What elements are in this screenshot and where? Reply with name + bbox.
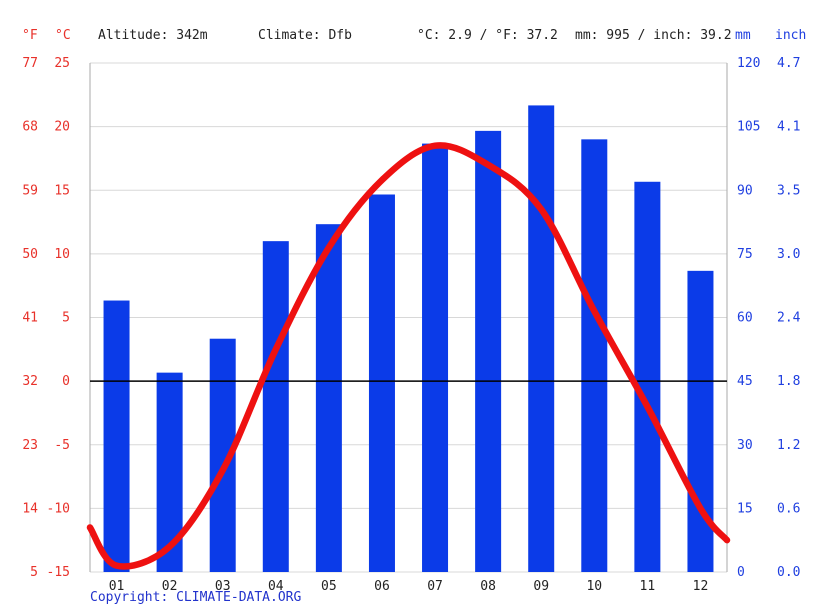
copyright-link[interactable]: CLIMATE-DATA.ORG xyxy=(176,590,302,605)
mm-tick-label: 0 xyxy=(737,565,745,580)
celsius-tick-label: 25 xyxy=(54,56,70,71)
mm-tick-label: 120 xyxy=(737,56,760,71)
inch-tick-label: 2.4 xyxy=(777,311,801,326)
month-label-09: 09 xyxy=(533,579,549,594)
header-celsius-label: °C xyxy=(55,28,71,43)
fahrenheit-tick-label: 5 xyxy=(30,565,38,580)
precipitation-bar-01 xyxy=(103,300,130,572)
header-fahrenheit-label: °F xyxy=(22,28,38,43)
mm-tick-label: 105 xyxy=(737,120,760,135)
month-label-05: 05 xyxy=(321,579,337,594)
fahrenheit-tick-label: 77 xyxy=(22,56,38,71)
inch-tick-label: 0.0 xyxy=(777,565,800,580)
month-label-02: 02 xyxy=(162,579,178,594)
mm-tick-label: 75 xyxy=(737,247,753,262)
fahrenheit-tick-label: 59 xyxy=(22,183,38,198)
month-label-08: 08 xyxy=(480,579,496,594)
header-altitude: Altitude: 342m xyxy=(98,28,208,43)
inch-tick-label: 0.6 xyxy=(777,501,800,516)
header-precip-summary: mm: 995 / inch: 39.2 xyxy=(575,28,732,43)
mm-tick-label: 90 xyxy=(737,183,753,198)
mm-tick-label: 45 xyxy=(737,374,753,389)
inch-tick-label: 3.5 xyxy=(777,183,800,198)
copyright-line: Copyright: CLIMATE-DATA.ORG xyxy=(90,590,301,605)
celsius-tick-label: 20 xyxy=(54,120,70,135)
inch-tick-label: 4.1 xyxy=(777,120,800,135)
celsius-tick-label: 15 xyxy=(54,183,70,198)
header-temp-summary: °C: 2.9 / °F: 37.2 xyxy=(417,28,558,43)
precipitation-bar-09 xyxy=(528,105,555,573)
precipitation-bar-05 xyxy=(315,224,342,572)
month-label-01: 01 xyxy=(109,579,125,594)
celsius-tick-label: 10 xyxy=(54,247,70,262)
month-label-12: 12 xyxy=(693,579,709,594)
month-label-07: 07 xyxy=(427,579,443,594)
fahrenheit-tick-label: 23 xyxy=(22,438,38,453)
precipitation-bar-08 xyxy=(475,130,502,572)
inch-tick-label: 4.7 xyxy=(777,56,800,71)
precipitation-bar-04 xyxy=(262,241,289,572)
header-inch-label: inch xyxy=(775,28,807,43)
month-label-06: 06 xyxy=(374,579,390,594)
month-label-04: 04 xyxy=(268,579,284,594)
celsius-tick-label: 5 xyxy=(62,311,70,326)
copyright-label: Copyright: xyxy=(90,590,177,605)
precipitation-bar-06 xyxy=(368,194,395,572)
fahrenheit-tick-label: 68 xyxy=(22,120,38,135)
fahrenheit-tick-label: 41 xyxy=(22,311,38,326)
celsius-tick-label: -10 xyxy=(47,501,70,516)
precipitation-bar-07 xyxy=(422,143,449,572)
precipitation-bar-11 xyxy=(634,181,661,572)
month-label-10: 10 xyxy=(586,579,602,594)
mm-tick-label: 30 xyxy=(737,438,753,453)
fahrenheit-tick-label: 14 xyxy=(22,501,38,516)
celsius-tick-label: 0 xyxy=(62,374,70,389)
header-climate-class: Climate: Dfb xyxy=(258,28,352,43)
celsius-tick-label: -15 xyxy=(47,565,70,580)
inch-tick-label: 3.0 xyxy=(777,247,800,262)
fahrenheit-tick-label: 32 xyxy=(22,374,38,389)
header-mm-label: mm xyxy=(735,28,751,43)
celsius-tick-label: -5 xyxy=(54,438,70,453)
mm-tick-label: 15 xyxy=(737,501,753,516)
month-label-03: 03 xyxy=(215,579,231,594)
fahrenheit-tick-label: 50 xyxy=(22,247,38,262)
mm-tick-label: 60 xyxy=(737,311,753,326)
inch-tick-label: 1.2 xyxy=(777,438,800,453)
temperature-line xyxy=(86,142,731,570)
precipitation-bar-10 xyxy=(581,139,608,572)
inch-tick-label: 1.8 xyxy=(777,374,800,389)
month-label-11: 11 xyxy=(640,579,656,594)
